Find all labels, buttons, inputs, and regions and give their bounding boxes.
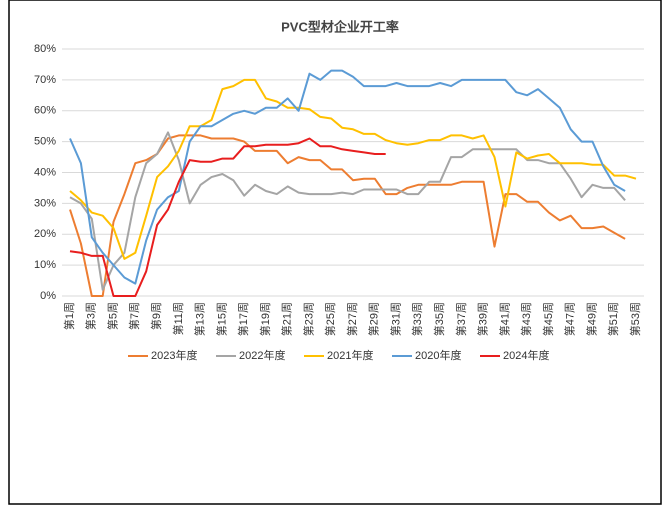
legend-label: 2022年度 — [239, 348, 285, 362]
y-tick-label: 20% — [34, 228, 56, 240]
y-tick-label: 80% — [34, 43, 56, 55]
x-tick-label: 第13周 — [193, 302, 207, 336]
series-line — [69, 137, 386, 297]
series-line — [69, 78, 637, 260]
x-tick-label: 第43周 — [519, 302, 533, 336]
x-tick-label: 第3周 — [84, 302, 98, 330]
x-tick-label: 第53周 — [628, 302, 642, 336]
x-tick-label: 第39周 — [476, 302, 490, 336]
x-tick-label: 第9周 — [149, 302, 163, 330]
frame — [8, 0, 662, 505]
x-tick-label: 第7周 — [127, 302, 141, 330]
x-tick-label: 第45周 — [541, 302, 555, 336]
legend-label: 2020年度 — [415, 348, 461, 362]
x-tick-label: 第19周 — [258, 302, 272, 336]
x-tick-label: 第29周 — [367, 302, 381, 336]
x-tick-label: 第37周 — [454, 302, 468, 336]
legend-label: 2021年度 — [327, 348, 373, 362]
x-tick-label: 第47周 — [563, 302, 577, 336]
x-tick-label: 第25周 — [323, 302, 337, 336]
x-tick-label: 第23周 — [301, 302, 315, 336]
y-tick-label: 30% — [34, 197, 56, 209]
x-tick-label: 第17周 — [236, 302, 250, 336]
y-tick-label: 10% — [34, 259, 56, 271]
y-tick-label: 0% — [40, 290, 56, 302]
series-line — [69, 131, 626, 291]
y-tick-label: 70% — [34, 74, 56, 86]
legend-label: 2023年度 — [151, 348, 197, 362]
x-tick-label: 第35周 — [432, 302, 446, 336]
x-tick-label: 第31周 — [388, 302, 402, 336]
y-tick-label: 60% — [34, 105, 56, 117]
chart-title: PVC型材企业开工率 — [281, 19, 399, 34]
x-tick-label: 第5周 — [105, 302, 119, 330]
x-tick-label: 第1周 — [62, 302, 76, 330]
x-tick-label: 第15周 — [214, 302, 228, 336]
x-tick-label: 第41周 — [497, 302, 511, 336]
x-tick-label: 第33周 — [410, 302, 424, 336]
series-line — [69, 134, 626, 297]
y-tick-label: 40% — [34, 166, 56, 178]
legend-label: 2024年度 — [503, 348, 549, 362]
x-tick-label: 第21周 — [280, 302, 294, 336]
series-line — [69, 69, 626, 285]
x-tick-label: 第27周 — [345, 302, 359, 336]
x-tick-label: 第11周 — [171, 302, 185, 335]
x-tick-label: 第49周 — [584, 302, 598, 336]
x-tick-label: 第51周 — [606, 302, 620, 336]
y-tick-label: 50% — [34, 136, 56, 148]
